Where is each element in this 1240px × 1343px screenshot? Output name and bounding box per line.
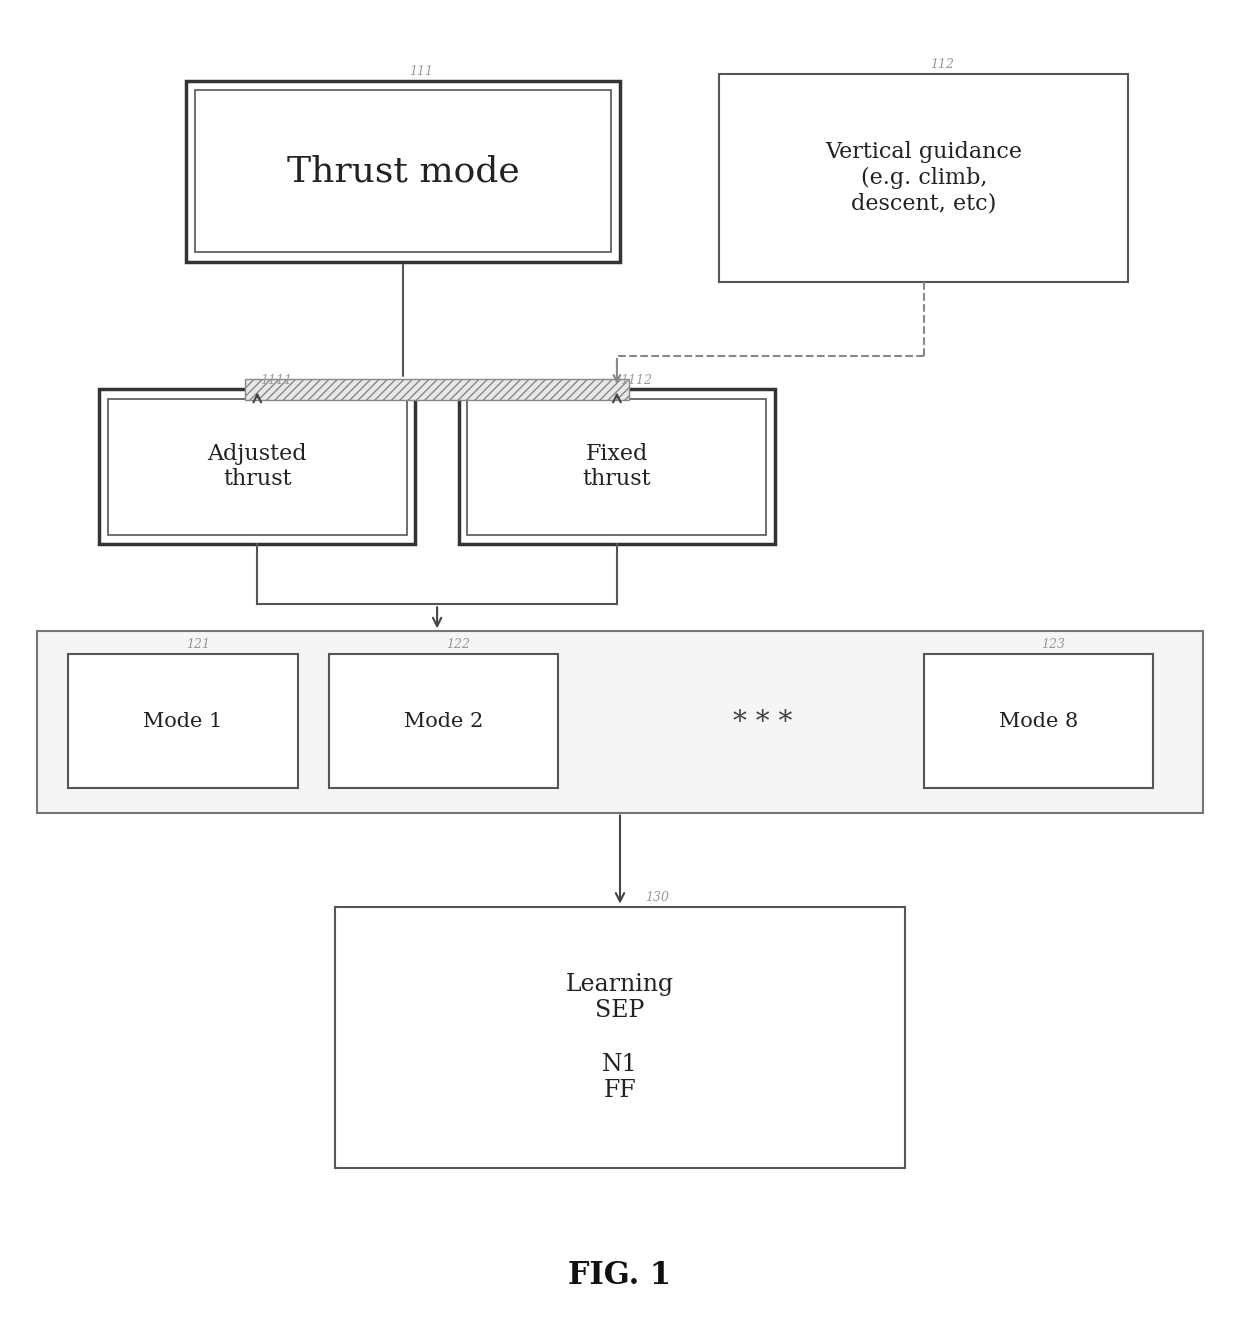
Text: Mode 1: Mode 1: [143, 712, 223, 731]
Text: FIG. 1: FIG. 1: [568, 1260, 672, 1292]
Text: Mode 2: Mode 2: [404, 712, 482, 731]
Text: Learning
SEP

N1
FF: Learning SEP N1 FF: [565, 972, 675, 1103]
Text: 130: 130: [645, 890, 668, 904]
Text: Fixed
thrust: Fixed thrust: [583, 443, 651, 490]
Text: 122: 122: [446, 638, 470, 651]
Bar: [924, 654, 1153, 788]
Bar: [246, 379, 629, 400]
Text: 111: 111: [409, 64, 433, 78]
Text: 1112: 1112: [620, 373, 652, 387]
Text: Adjusted
thrust: Adjusted thrust: [207, 443, 308, 490]
Bar: [195, 90, 611, 252]
Bar: [68, 654, 298, 788]
Text: 121: 121: [186, 638, 210, 651]
Bar: [108, 399, 407, 535]
Text: Mode 8: Mode 8: [999, 712, 1078, 731]
Bar: [37, 631, 1203, 813]
Text: Thrust mode: Thrust mode: [286, 154, 520, 188]
Text: 112: 112: [930, 58, 954, 71]
Bar: [329, 654, 558, 788]
Text: Vertical guidance
(e.g. climb,
descent, etc): Vertical guidance (e.g. climb, descent, …: [826, 141, 1022, 215]
Bar: [459, 389, 775, 544]
Bar: [719, 74, 1128, 282]
Text: 1111: 1111: [260, 373, 293, 387]
Bar: [99, 389, 415, 544]
Bar: [335, 907, 905, 1168]
Bar: [467, 399, 766, 535]
Text: * * *: * * *: [733, 709, 792, 736]
Bar: [186, 81, 620, 262]
Text: 123: 123: [1042, 638, 1065, 651]
